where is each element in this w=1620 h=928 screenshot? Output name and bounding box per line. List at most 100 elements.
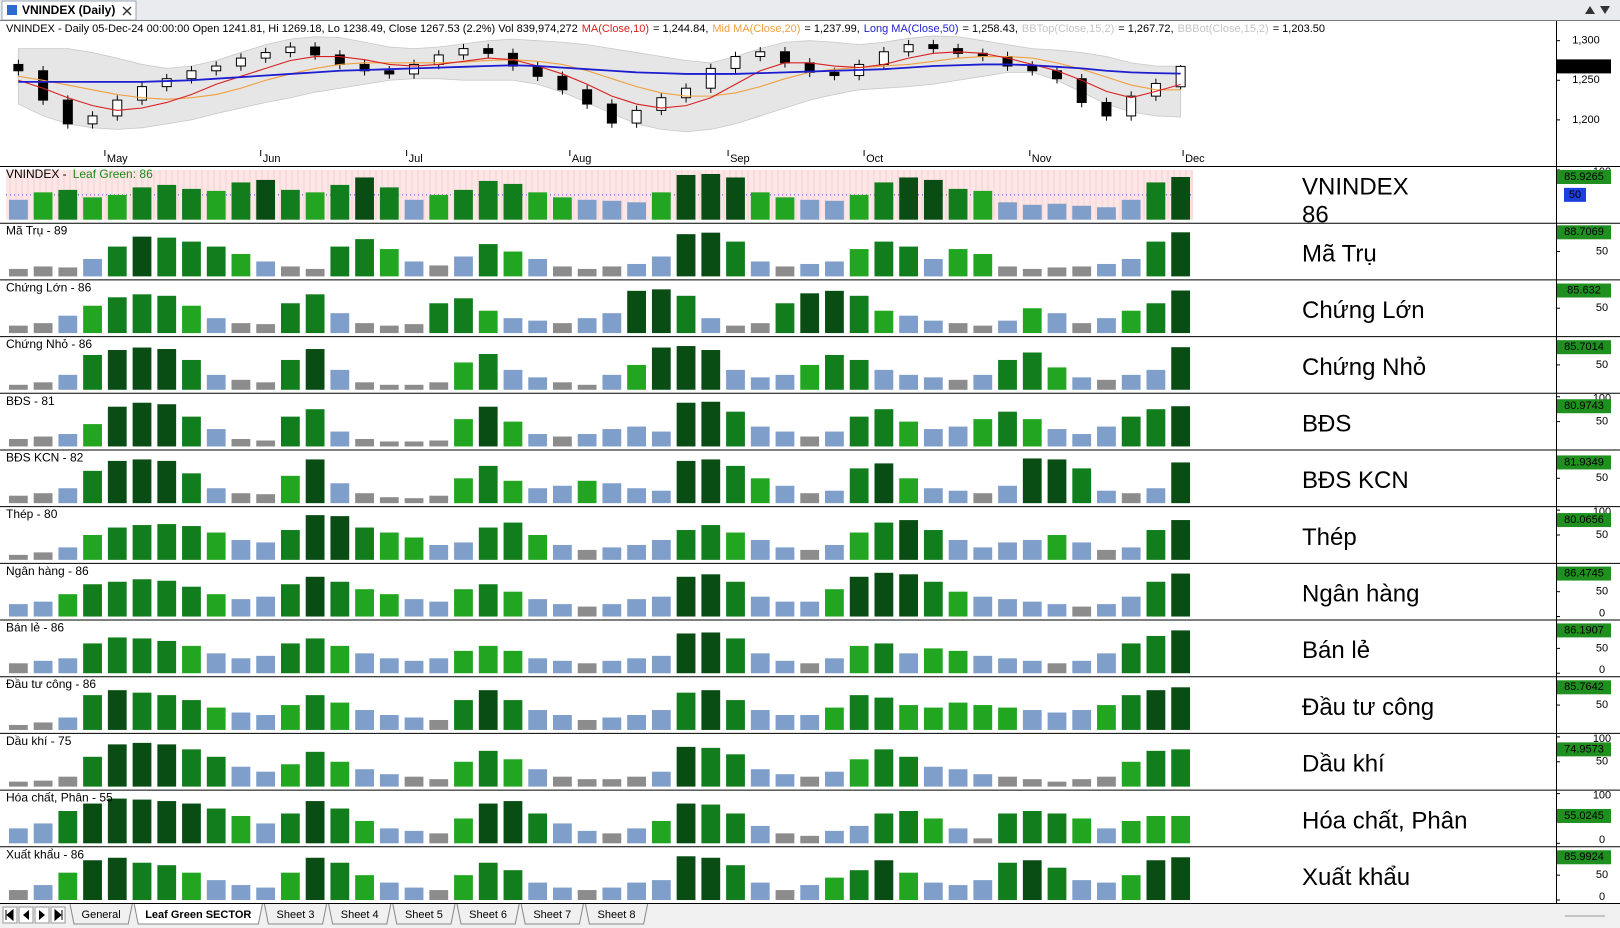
bar bbox=[1072, 266, 1092, 277]
sheet-tab[interactable] bbox=[520, 903, 584, 925]
bar bbox=[404, 324, 424, 334]
bar bbox=[577, 549, 597, 560]
panel-label-text: BĐS KCN - 82 bbox=[6, 451, 84, 465]
bar bbox=[923, 488, 943, 504]
bar bbox=[182, 803, 201, 844]
window-icon bbox=[7, 5, 17, 15]
bar bbox=[330, 313, 350, 334]
bar bbox=[528, 320, 548, 334]
last-value-box bbox=[1557, 225, 1611, 240]
candle-body bbox=[87, 115, 98, 125]
bar bbox=[1121, 374, 1141, 390]
sheet-tab[interactable] bbox=[133, 903, 263, 925]
bar bbox=[355, 239, 374, 277]
header-part: VNINDEX - Daily 05-Dec-24 00:00:00 Open … bbox=[6, 23, 578, 35]
bar bbox=[849, 295, 869, 334]
bar bbox=[750, 825, 770, 844]
candle-body bbox=[62, 99, 73, 125]
x-tick-label: Sep bbox=[730, 153, 750, 165]
sheet-tab[interactable] bbox=[456, 903, 520, 925]
bar bbox=[83, 354, 102, 390]
bar bbox=[132, 579, 152, 617]
bar bbox=[132, 692, 152, 730]
sheet-tab[interactable] bbox=[69, 903, 133, 925]
panel-big-label: Ngân hàng bbox=[1302, 581, 1419, 608]
bar bbox=[305, 857, 325, 900]
candle-body bbox=[779, 51, 790, 64]
bar bbox=[726, 177, 745, 220]
bar bbox=[923, 258, 943, 277]
bar bbox=[750, 261, 770, 277]
bar bbox=[83, 305, 102, 334]
bar bbox=[825, 830, 844, 844]
bar bbox=[825, 290, 844, 334]
bar bbox=[132, 742, 152, 787]
bar bbox=[1047, 781, 1067, 787]
header-part: Mid MA(Close,20) bbox=[712, 23, 800, 35]
bar bbox=[33, 601, 53, 617]
bar bbox=[231, 712, 251, 730]
bar bbox=[651, 655, 671, 674]
bar bbox=[1022, 419, 1042, 447]
panel-label-text: BĐS - 81 bbox=[6, 394, 55, 408]
bar bbox=[280, 416, 300, 447]
last-value-label: 80.9743 bbox=[1564, 400, 1604, 412]
scroll-down[interactable] bbox=[1600, 6, 1610, 14]
y-tick-label: 50 bbox=[1596, 359, 1608, 371]
bar bbox=[899, 421, 919, 447]
bar bbox=[998, 658, 1017, 674]
sheet-tab[interactable] bbox=[328, 903, 392, 925]
bar bbox=[1047, 813, 1067, 844]
bar bbox=[182, 700, 201, 730]
candle-body bbox=[953, 48, 964, 54]
bar bbox=[8, 554, 28, 560]
panel-label: Ngân hàng - 86 bbox=[6, 564, 89, 578]
bar bbox=[132, 236, 152, 277]
bar bbox=[454, 189, 473, 220]
bar bbox=[800, 263, 820, 277]
bar bbox=[157, 695, 177, 730]
bar bbox=[379, 658, 399, 674]
bar bbox=[132, 187, 152, 220]
bar bbox=[206, 190, 226, 220]
panel-label-text: VNINDEX - bbox=[6, 167, 67, 181]
bar bbox=[256, 655, 276, 674]
sheet-tab[interactable] bbox=[263, 903, 328, 925]
bar bbox=[231, 493, 251, 504]
bar bbox=[503, 522, 523, 560]
bar bbox=[379, 325, 399, 334]
bar bbox=[503, 421, 523, 447]
bar bbox=[1121, 199, 1141, 220]
bar bbox=[874, 463, 894, 504]
candle-body bbox=[260, 52, 271, 59]
bar bbox=[83, 470, 102, 504]
bar bbox=[750, 769, 770, 787]
bar bbox=[775, 485, 795, 504]
bar bbox=[1022, 811, 1042, 844]
bar bbox=[849, 532, 869, 560]
close-button[interactable] bbox=[122, 6, 132, 16]
bar bbox=[478, 862, 498, 900]
scroll-up[interactable] bbox=[1585, 6, 1595, 14]
bar bbox=[701, 173, 721, 220]
bar bbox=[602, 200, 622, 220]
bar bbox=[1146, 488, 1166, 504]
bar bbox=[1047, 429, 1067, 447]
bar bbox=[454, 362, 473, 390]
bar bbox=[923, 818, 943, 844]
bar bbox=[676, 346, 696, 390]
bar bbox=[83, 756, 102, 787]
sheet-tab[interactable] bbox=[584, 903, 649, 925]
bar bbox=[206, 707, 226, 730]
sheet-tab[interactable] bbox=[392, 903, 456, 925]
bar bbox=[503, 591, 523, 617]
bollinger-band bbox=[17, 35, 1182, 133]
y-tick-label: 0 bbox=[1599, 664, 1605, 676]
bar bbox=[107, 194, 127, 220]
bar bbox=[973, 705, 993, 730]
bar bbox=[1146, 815, 1166, 844]
bar bbox=[726, 465, 745, 504]
bar bbox=[750, 426, 770, 447]
bar bbox=[379, 828, 399, 844]
bar bbox=[701, 632, 721, 674]
